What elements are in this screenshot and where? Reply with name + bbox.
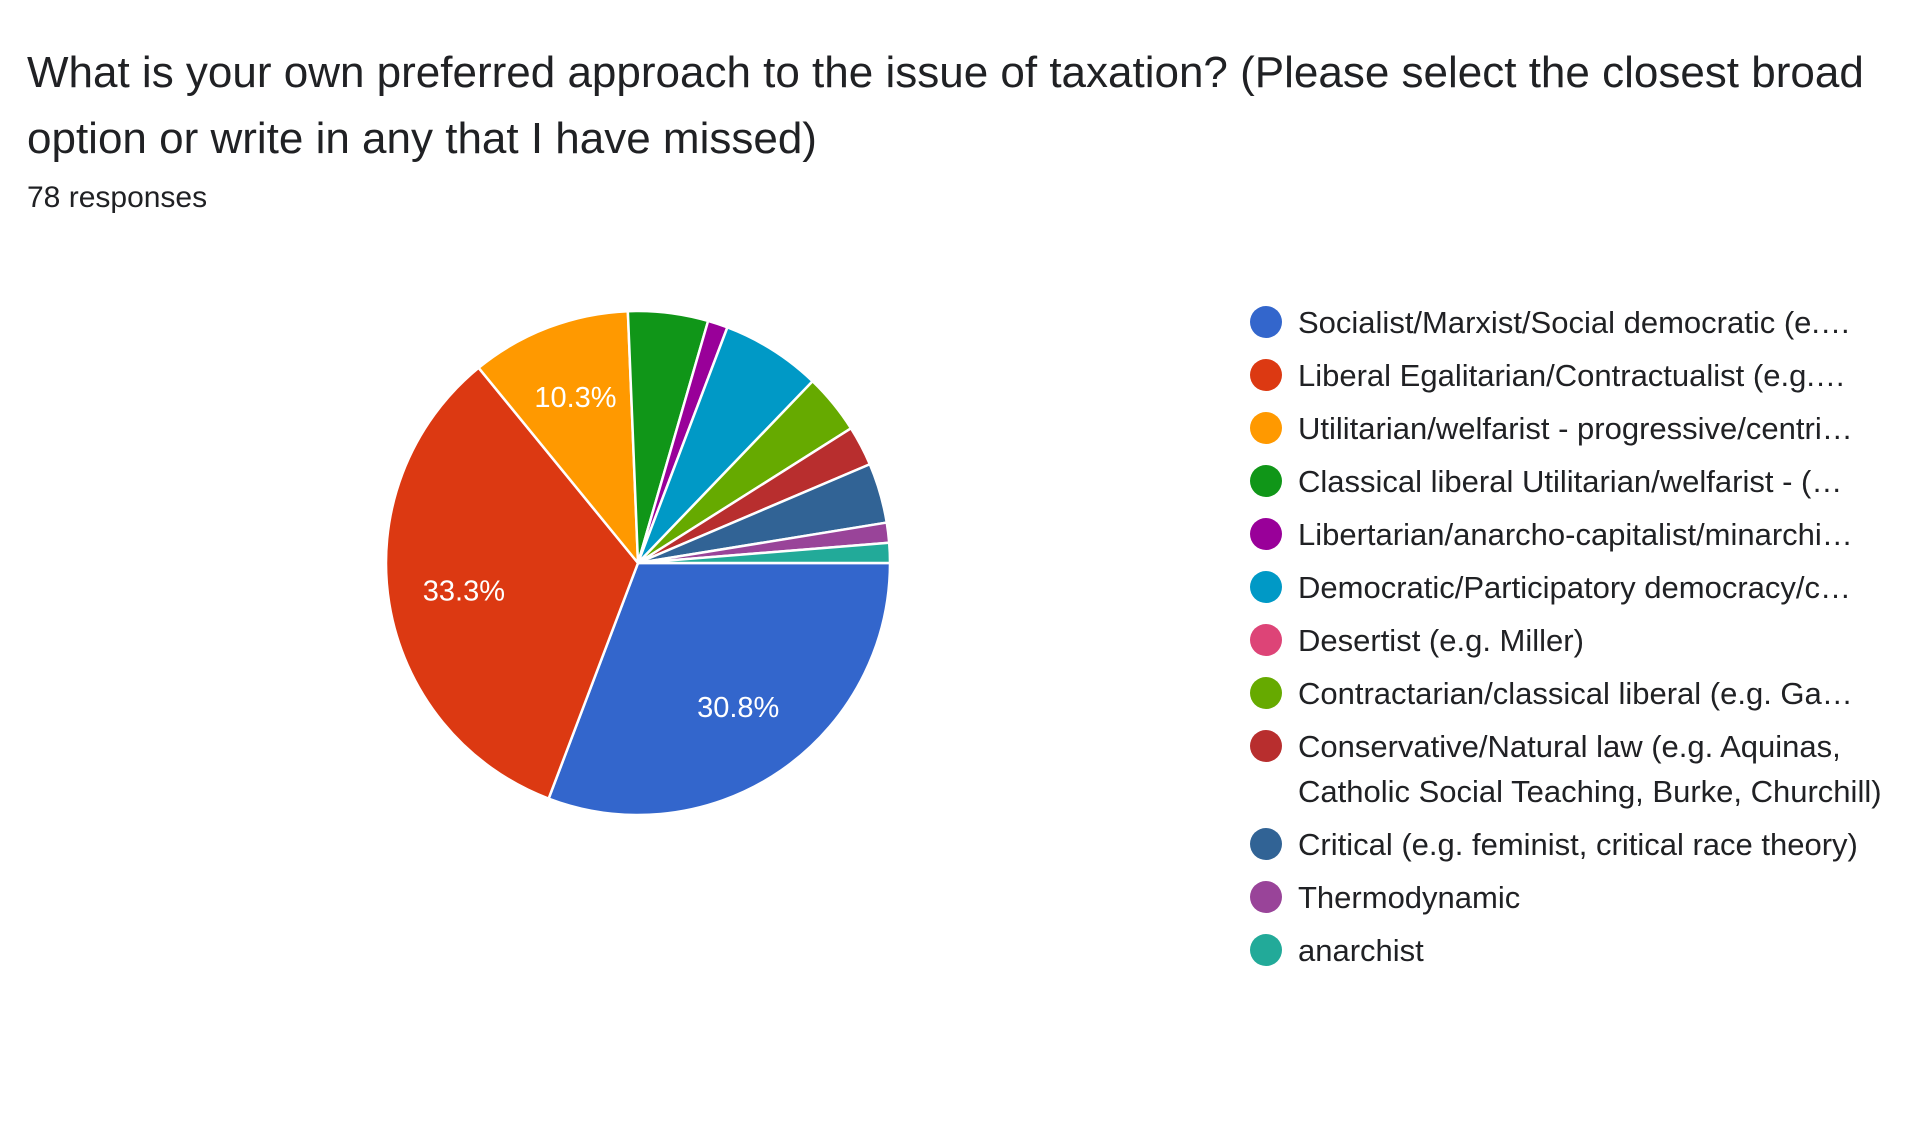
legend-label-9: Critical (e.g. feminist, critical race t… [1298,827,1858,862]
legend-item-1[interactable]: Liberal Egalitarian/Contractualist (e.g.… [1250,353,1910,398]
response-count: 78 responses [27,181,208,214]
legend-label-6: Desertist (e.g. Miller) [1298,623,1584,658]
pie-slice-11[interactable] [636,541,892,565]
legend-item-5[interactable]: Democratic/Participatory democracy/c… [1250,565,1910,610]
legend-item-11[interactable]: anarchist [1250,928,1910,973]
legend-item-2[interactable]: Utilitarian/welfarist - progressive/cent… [1250,406,1910,451]
legend-item-10[interactable]: Thermodynamic [1250,875,1910,920]
legend-label-1: Liberal Egalitarian/Contractualist (e.g.… [1298,358,1846,393]
pie-slice-label-0: 30.8% [697,692,779,724]
legend-label-2: Utilitarian/welfarist - progressive/cent… [1298,411,1853,446]
legend-item-7[interactable]: Contractarian/classical liberal (e.g. Ga… [1250,671,1910,716]
legend-label-7: Contractarian/classical liberal (e.g. Ga… [1298,676,1853,711]
legend-swatch-11 [1250,934,1282,966]
legend-label-5: Democratic/Participatory democracy/c… [1298,570,1851,605]
chart-legend: Socialist/Marxist/Social democratic (e.…… [1250,300,1910,981]
legend-swatch-9 [1250,828,1282,860]
legend-swatch-5 [1250,571,1282,603]
pie-slice-label-1: 33.3% [423,575,505,607]
legend-swatch-2 [1250,412,1282,444]
legend-swatch-4 [1250,518,1282,550]
pie-slice-2[interactable] [477,309,640,565]
legend-label-10: Thermodynamic [1298,880,1521,915]
pie-slice-1[interactable] [384,366,640,800]
legend-item-3[interactable]: Classical liberal Utilitarian/welfarist … [1250,459,1910,504]
legend-swatch-0 [1250,306,1282,338]
legend-label-8: Conservative/Natural law (e.g. Aquinas, … [1298,729,1882,809]
pie-slice-label-2: 10.3% [534,382,616,414]
legend-item-9[interactable]: Critical (e.g. feminist, critical race t… [1250,822,1910,867]
legend-swatch-1 [1250,359,1282,391]
legend-label-3: Classical liberal Utilitarian/welfarist … [1298,464,1843,499]
legend-item-4[interactable]: Libertarian/anarcho-capitalist/minarchi… [1250,512,1910,557]
legend-swatch-8 [1250,730,1282,762]
legend-swatch-6 [1250,624,1282,656]
legend-label-0: Socialist/Marxist/Social democratic (e.… [1298,305,1851,340]
legend-item-0[interactable]: Socialist/Marxist/Social democratic (e.… [1250,300,1910,345]
legend-swatch-10 [1250,881,1282,913]
legend-swatch-3 [1250,465,1282,497]
legend-item-6[interactable]: Desertist (e.g. Miller) [1250,618,1910,663]
legend-label-11: anarchist [1298,933,1424,968]
legend-item-8[interactable]: Conservative/Natural law (e.g. Aquinas, … [1250,724,1910,814]
pie-slice-0[interactable] [547,561,892,817]
legend-label-4: Libertarian/anarcho-capitalist/minarchi… [1298,517,1853,552]
legend-swatch-7 [1250,677,1282,709]
page-title: What is your own preferred approach to t… [27,48,1864,163]
